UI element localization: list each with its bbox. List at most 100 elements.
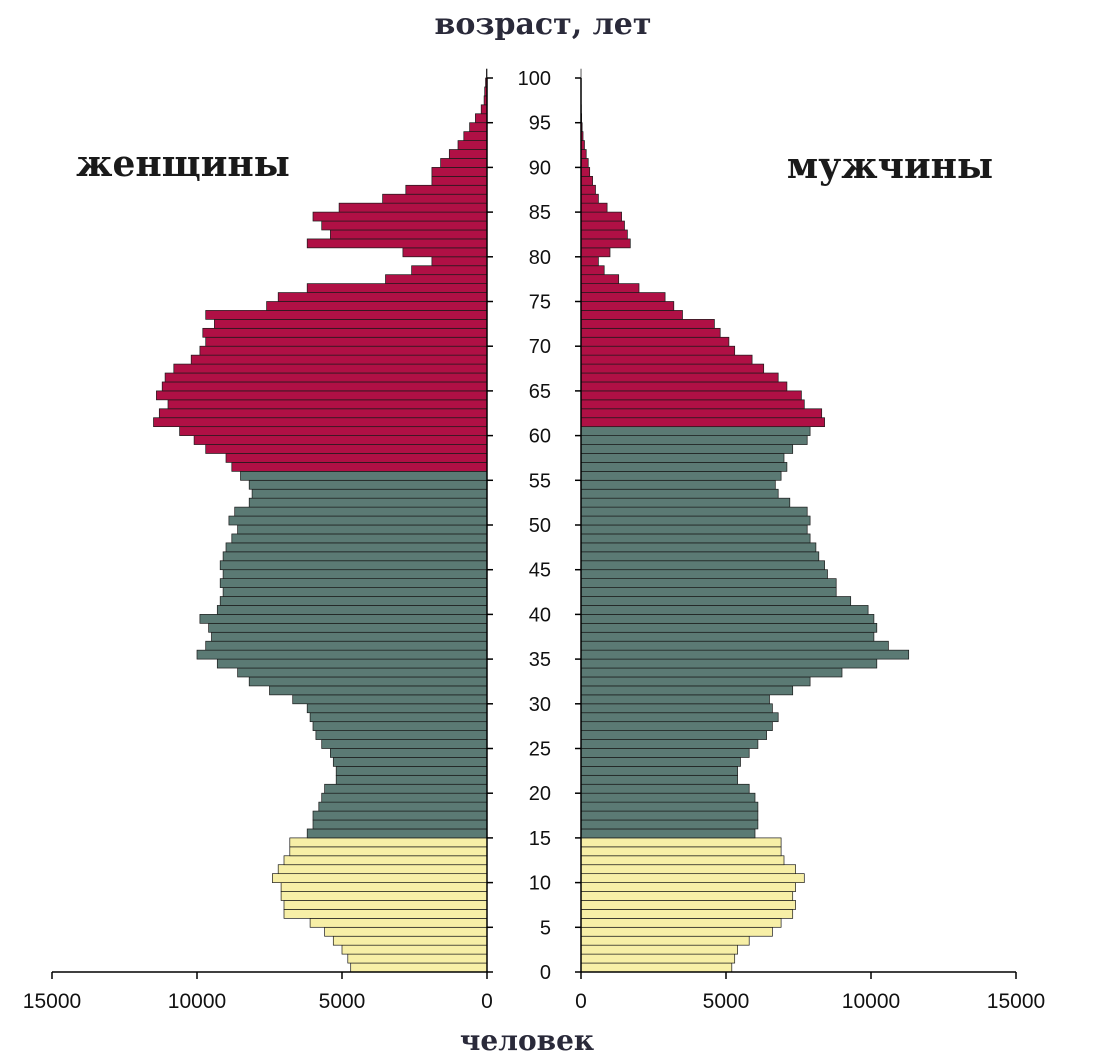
women-bar-age-85 (338, 202, 488, 213)
women-bar-age-78 (411, 265, 488, 276)
women-bar-age-39 (199, 614, 488, 624)
men-bar-age-90 (580, 158, 589, 168)
men-bar-age-24 (580, 748, 750, 758)
men-bar-age-43 (580, 578, 837, 588)
age-tick-label: 80 (529, 247, 551, 269)
women-bar-age-14 (289, 837, 488, 848)
men-bar-age-9 (580, 882, 796, 892)
women-bar-age-94 (469, 122, 488, 132)
women-bar-age-80 (402, 247, 488, 258)
men-bar-age-29 (580, 703, 773, 714)
age-tick-label: 65 (529, 381, 551, 403)
women-bar-age-22 (335, 766, 488, 776)
women-bar-age-43 (219, 578, 488, 588)
men-bar-age-81 (580, 238, 631, 249)
men-bar-age-36 (580, 640, 889, 651)
men-bar-age-73 (580, 310, 683, 320)
men-bar-age-79 (580, 256, 599, 267)
age-axis-ticks: 0 5 10 15 20 25 30 35 40 45 50 55 60 65 70 75 80 85 90 95 10… (487, 68, 581, 984)
women-bar-age-9 (280, 882, 488, 892)
age-tick-label: 85 (529, 202, 551, 224)
women-bar-age-63 (167, 399, 488, 410)
women-bar-age-76 (306, 283, 488, 293)
women-bar-age-41 (219, 596, 488, 606)
women-bar-age-8 (280, 891, 488, 901)
men-bar-age-78 (580, 265, 605, 276)
women-bar-age-11 (277, 864, 488, 875)
x-tick-label-right: 15000 (987, 990, 1045, 1013)
women-bar-age-89 (431, 167, 488, 177)
x-tick-label-left: 5000 (319, 990, 366, 1013)
men-bar-age-30 (580, 694, 770, 705)
men-bar-age-22 (580, 766, 738, 776)
men-bar-age-3 (580, 935, 750, 946)
women-bars (153, 68, 488, 973)
women-bar-age-37 (211, 631, 488, 642)
women-bar-age-90 (440, 158, 488, 168)
men-bar-age-48 (580, 533, 811, 544)
women-bar-age-5 (309, 918, 488, 928)
men-bar-age-16 (580, 819, 759, 830)
women-bar-age-48 (231, 533, 488, 544)
age-tick-label: 90 (529, 157, 551, 179)
women-bar-age-62 (158, 408, 488, 419)
men-bar-age-41 (580, 596, 852, 606)
men-bar-age-50 (580, 515, 811, 526)
men-bar-age-6 (580, 909, 794, 919)
x-tick-label-left: 10000 (168, 990, 226, 1013)
men-bar-age-60 (580, 426, 811, 436)
men-bar-age-89 (580, 167, 591, 177)
women-bar-age-91 (448, 149, 488, 159)
men-bar-age-87 (580, 184, 596, 195)
men-bar-age-38 (580, 622, 878, 633)
women-bar-age-52 (248, 497, 488, 508)
men-bar-age-53 (580, 488, 779, 499)
men-bar-age-54 (580, 479, 776, 490)
men-bar-age-17 (580, 810, 759, 821)
men-bar-age-35 (580, 649, 910, 660)
men-bar-age-72 (580, 319, 715, 329)
women-bar-age-4 (324, 926, 488, 937)
women-bar-age-1 (347, 953, 488, 964)
age-tick-label: 50 (529, 515, 551, 537)
women-bar-age-75 (277, 292, 488, 302)
women-bar-age-6 (283, 909, 488, 919)
men-bar-age-55 (580, 471, 782, 481)
women-bar-age-30 (292, 694, 488, 705)
men-bar-age-37 (580, 631, 875, 642)
men-bar-age-39 (580, 614, 875, 624)
age-tick-label: 5 (540, 917, 551, 939)
age-tick-label: 10 (529, 873, 551, 895)
x-tick-label-left: 15000 (23, 990, 81, 1013)
women-bar-age-86 (382, 193, 488, 204)
men-bar-age-67 (580, 363, 765, 374)
x-axis-ticks: 15000 10000 5000 0 0 5000 10000 15000 (23, 972, 1045, 1013)
left-label-women: женщины (76, 143, 290, 185)
age-tick-label: 75 (529, 292, 551, 314)
men-bar-age-75 (580, 292, 666, 302)
men-bar-age-45 (580, 560, 825, 571)
women-bar-age-18 (318, 801, 488, 812)
women-bar-age-88 (431, 175, 488, 186)
x-tick-label-left: 0 (481, 990, 493, 1013)
women-bar-age-36 (205, 640, 488, 651)
women-bar-age-95 (475, 113, 488, 124)
women-bar-age-57 (225, 453, 488, 463)
men-bar-age-4 (580, 926, 773, 937)
age-tick-label: 25 (529, 739, 551, 761)
women-bar-age-12 (283, 855, 488, 866)
age-tick-label: 60 (529, 426, 551, 448)
men-bar-age-82 (580, 229, 628, 240)
men-bar-age-80 (580, 247, 611, 258)
women-bar-age-70 (205, 336, 488, 347)
men-bar-age-18 (580, 801, 759, 812)
men-bar-age-62 (580, 408, 823, 419)
women-bar-age-20 (324, 783, 488, 794)
age-tick-label: 40 (529, 604, 551, 626)
age-tick-label: 20 (529, 783, 551, 805)
women-bar-age-54 (248, 479, 488, 490)
women-bar-age-69 (199, 345, 488, 356)
women-bar-age-29 (306, 703, 488, 714)
men-bar-age-63 (580, 399, 805, 410)
women-bar-age-79 (431, 256, 488, 267)
